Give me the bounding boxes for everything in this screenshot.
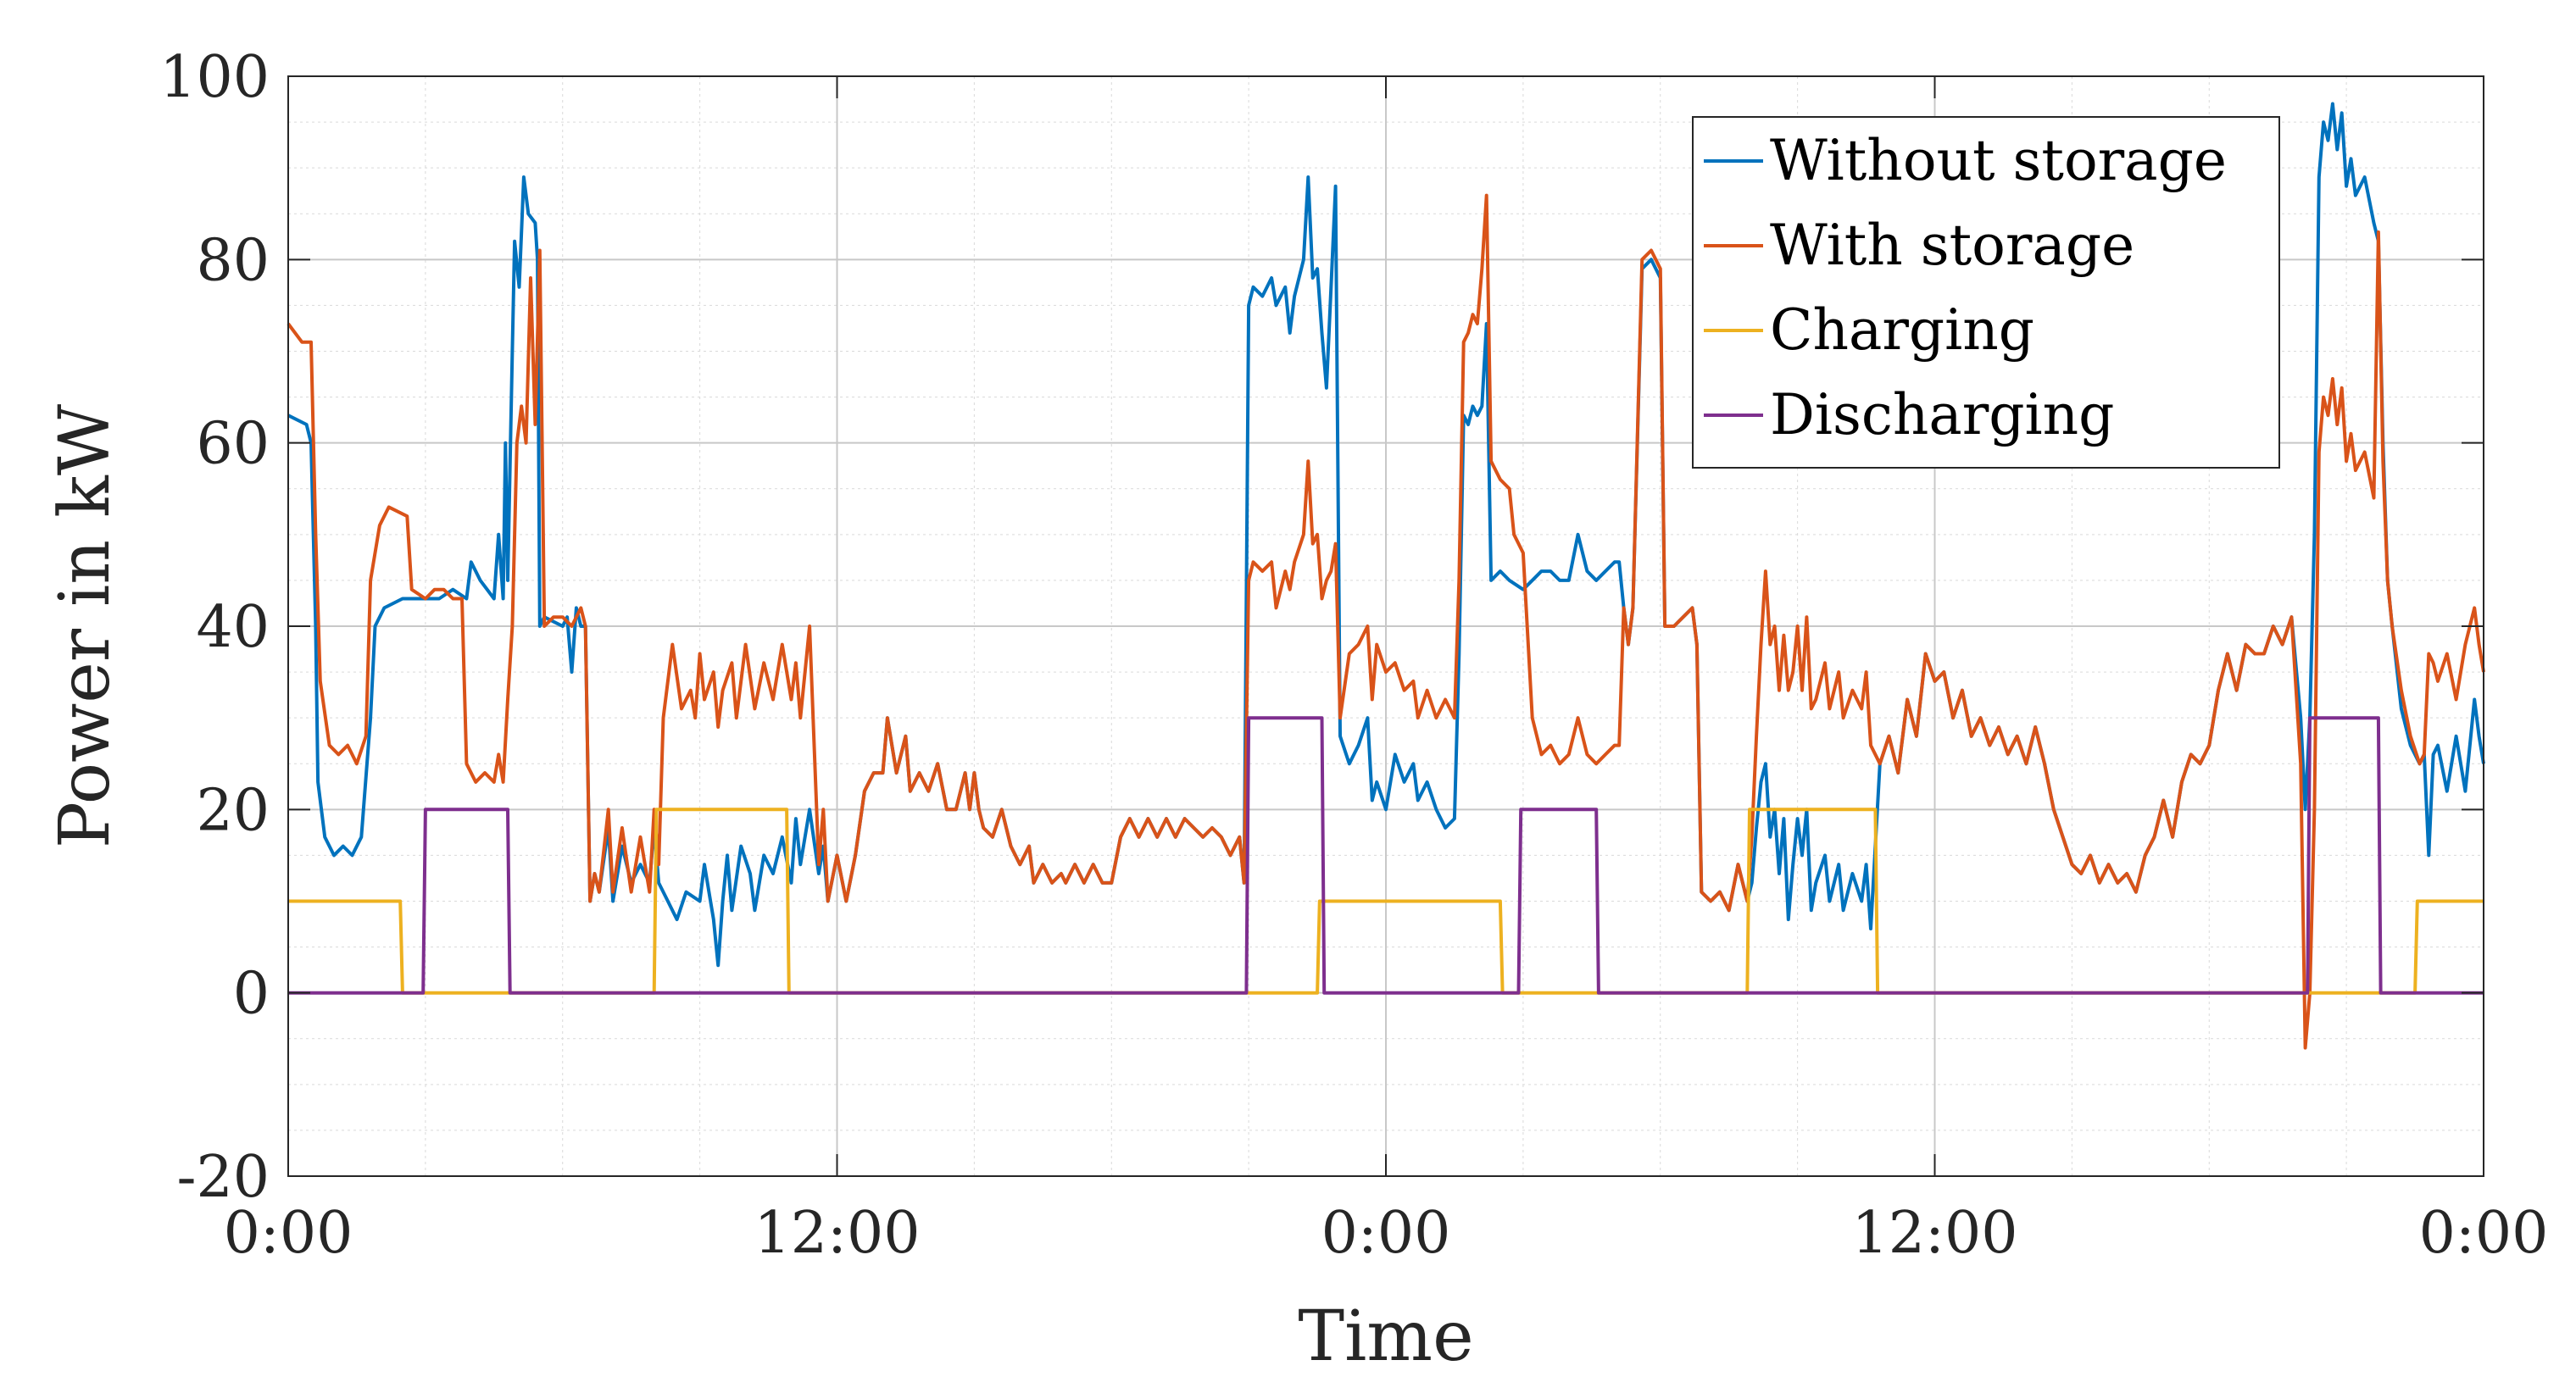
x-tick-labels: 0:00 12:00 0:00 12:00 0:00 <box>224 1200 2549 1267</box>
legend-label-without-storage: Without storage <box>1770 128 2227 193</box>
legend: Without storage With storage Charging Disch… <box>1692 116 2280 469</box>
y-axis-title: Power in kW <box>45 403 125 848</box>
series-layer <box>287 102 2485 1050</box>
y-tick-label: 80 <box>196 227 270 294</box>
axis-ticks <box>287 75 2484 1177</box>
x-tick-label: 12:00 <box>1852 1200 2018 1267</box>
x-tick-label: 0:00 <box>2419 1200 2549 1267</box>
y-tick-label: 20 <box>196 777 270 844</box>
legend-label-discharging: Discharging <box>1770 382 2114 447</box>
legend-box <box>1692 116 2280 469</box>
x-tick-label: 0:00 <box>224 1200 353 1267</box>
y-tick-label: 100 <box>159 44 270 111</box>
y-tick-label: 0 <box>233 961 270 1028</box>
y-tick-label: 60 <box>196 411 270 478</box>
x-axis-title: Time <box>1298 1296 1473 1377</box>
series-line-discharging <box>288 716 2484 995</box>
x-tick-label: 12:00 <box>754 1200 921 1267</box>
legend-label-charging: Charging <box>1770 297 2034 363</box>
legend-label-with-storage: With storage <box>1770 213 2134 278</box>
y-tick-label: 40 <box>196 594 270 661</box>
y-tick-label: -20 <box>176 1144 270 1211</box>
x-tick-label: 0:00 <box>1321 1200 1451 1267</box>
y-tick-labels: -20 0 20 40 60 80 100 <box>159 44 270 1211</box>
